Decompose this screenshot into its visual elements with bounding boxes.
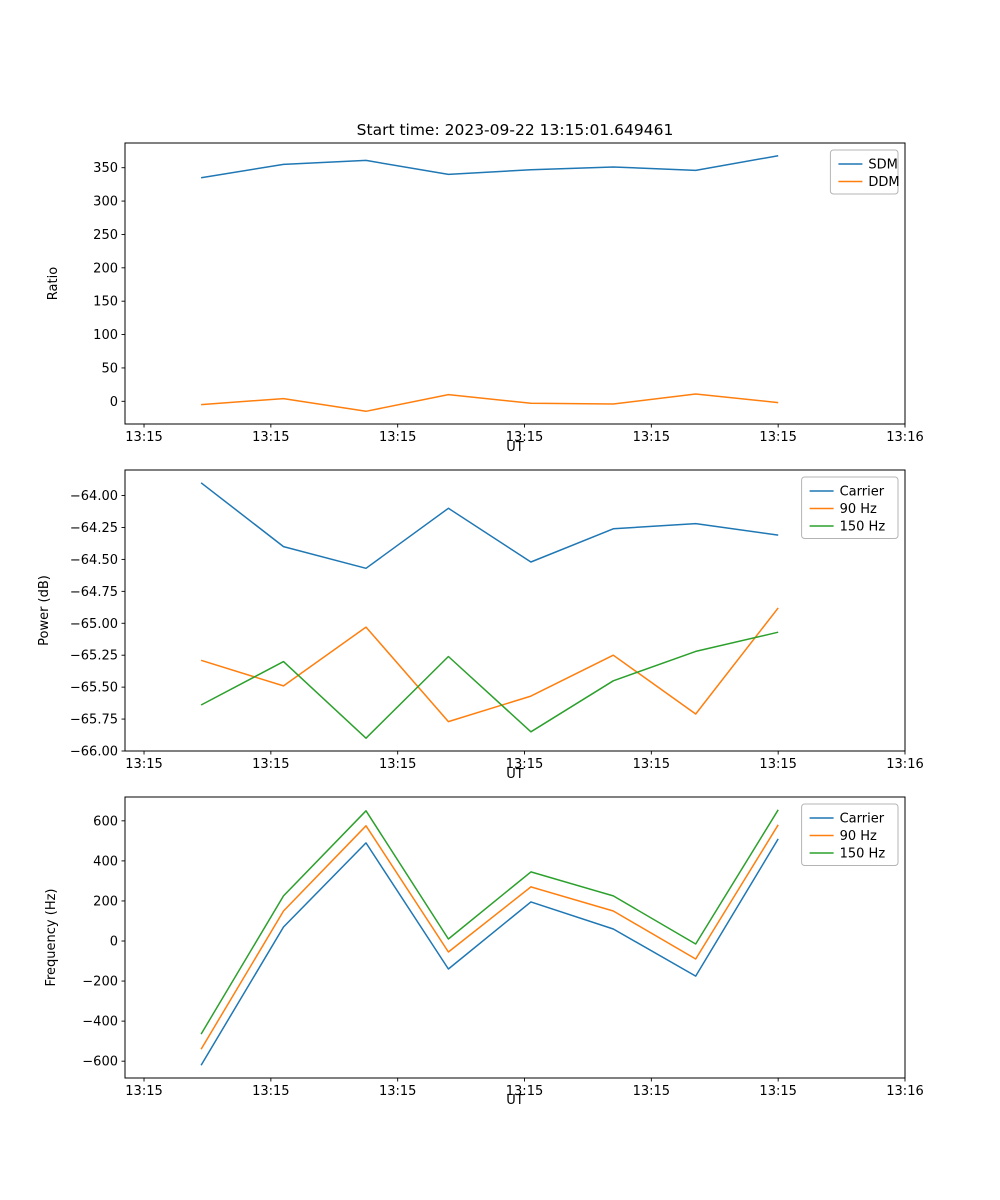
x-tick-label: 13:15 [125, 1084, 162, 1099]
y-axis-label: Frequency (Hz) [44, 888, 59, 986]
ddm-line [201, 393, 779, 413]
x-tick-label: 13:15 [252, 757, 289, 772]
y-tick-label: 400 [93, 854, 118, 869]
y-tick-label: 0 [110, 395, 118, 410]
y-tick-label: −64.25 [70, 521, 118, 536]
y-tick-label: −65.00 [70, 617, 118, 632]
carrier-line [200, 482, 779, 570]
x-tick-label: 13:15 [125, 757, 162, 772]
y-tick-label: −64.00 [70, 489, 118, 504]
y-tick-label: 350 [93, 161, 118, 176]
y-tick-label: 0 [110, 935, 118, 950]
y-axis-label: Power (dB) [37, 575, 52, 646]
x-axis-label: UT [506, 1093, 524, 1108]
y-tick-label: −64.75 [70, 585, 118, 600]
x-tick-label: 13:15 [633, 757, 670, 772]
x-tick-label: 13:15 [252, 430, 289, 445]
x-tick-label: 13:15 [759, 430, 796, 445]
x-tick-label: 13:15 [252, 1084, 289, 1099]
x-tick-label: 13:16 [886, 1084, 923, 1099]
axes-frame [124, 469, 906, 752]
frequency-chart: 13:15 13:15 13:15 13:15 13:15 13:15 13:16 −600 −… [44, 796, 924, 1108]
x-tick-label: 13:15 [633, 1084, 670, 1099]
x-tick-label: 13:15 [506, 430, 543, 445]
legend-label: 150 Hz [840, 847, 886, 862]
x-tick-label: 13:15 [633, 430, 670, 445]
150-hz-line [200, 631, 779, 739]
y-tick-label: −400 [82, 1015, 118, 1030]
x-tick-label: 13:15 [506, 1084, 543, 1099]
y-tick-label: 250 [93, 228, 118, 243]
carrier-line [200, 838, 779, 1066]
legend-box [801, 803, 899, 866]
y-tick-label: −65.25 [70, 649, 118, 664]
x-tick-label: 13:16 [886, 430, 923, 445]
x-tick-label: 13:15 [379, 1084, 416, 1099]
axes-frame [124, 142, 906, 425]
y-tick-label: −200 [82, 975, 118, 990]
x-tick-label: 13:15 [125, 430, 162, 445]
y-tick-label: −64.50 [70, 553, 118, 568]
ratio-chart: 13:15 13:15 13:15 13:15 13:15 13:15 13:16 0 50 10… [46, 142, 924, 455]
y-tick-label: −65.75 [70, 713, 118, 728]
x-axis-label: UT [506, 440, 524, 455]
90-hz-line [200, 824, 779, 1050]
y-tick-label: 300 [93, 195, 118, 210]
legend-label: Carrier [840, 812, 885, 827]
y-tick-label: 100 [93, 328, 118, 343]
y-axis-label: Ratio [46, 267, 61, 300]
x-tick-label: 13:15 [759, 1084, 796, 1099]
legend-label: 90 Hz [840, 502, 877, 517]
legend-label: DDM [868, 175, 899, 190]
legend-label: SDM [868, 158, 897, 173]
legend-label: 150 Hz [840, 520, 886, 535]
legend-label: Carrier [840, 485, 885, 500]
150-hz-line [200, 809, 779, 1035]
x-axis-label: UT [506, 767, 524, 782]
x-tick-label: 13:15 [759, 757, 796, 772]
figure-title: Start time: 2023-09-22 13:15:01.649461 [356, 121, 674, 139]
axes-frame [124, 796, 906, 1079]
sdm-line [200, 154, 779, 179]
legend-box [829, 149, 899, 195]
y-tick-label: 50 [101, 361, 118, 376]
x-tick-label: 13:15 [506, 757, 543, 772]
legend-label: 90 Hz [840, 829, 877, 844]
y-tick-label: 150 [93, 295, 118, 310]
x-tick-label: 13:15 [379, 430, 416, 445]
y-tick-label: 200 [93, 894, 118, 909]
y-tick-label: −600 [82, 1055, 118, 1070]
y-tick-label: 200 [93, 261, 118, 276]
90-hz-line [200, 607, 779, 723]
x-tick-label: 13:16 [886, 757, 923, 772]
power-chart: 13:15 13:15 13:15 13:15 13:15 13:15 13:16 −66.0… [37, 469, 924, 782]
y-tick-label: −66.00 [70, 745, 118, 760]
x-tick-label: 13:15 [379, 757, 416, 772]
y-tick-label: −65.50 [70, 681, 118, 696]
legend-box [801, 476, 899, 539]
y-tick-label: 600 [93, 814, 118, 829]
